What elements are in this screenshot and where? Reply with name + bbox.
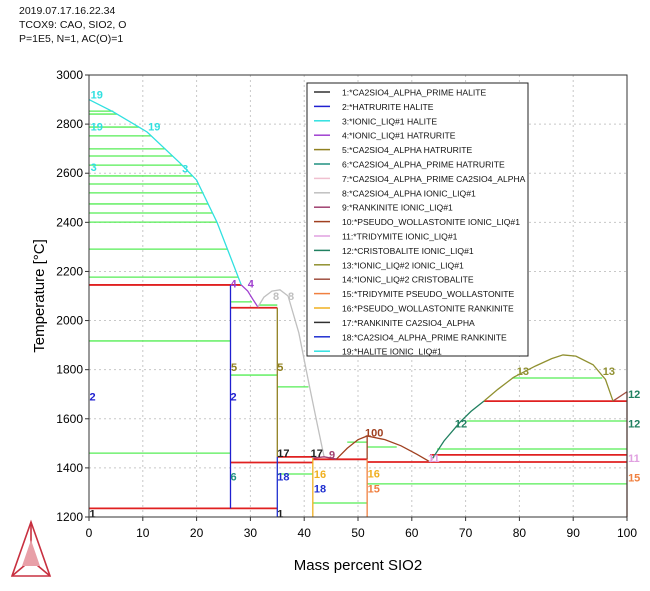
phase-boundary-12: [432, 400, 485, 459]
legend-entry: 13:*IONIC_LIQ#2 IONIC_LIQ#1: [342, 260, 464, 270]
curve-label: 3: [91, 162, 97, 174]
phase-boundary-19: [88, 98, 242, 286]
y-tick-label: 2200: [56, 264, 83, 278]
system-label: TCOX9: CAO, SIO2, O: [19, 19, 127, 31]
y-tick-label: 1400: [56, 461, 83, 475]
x-tick-label: 20: [190, 526, 204, 540]
legend-entry: 18:*CA2SIO4_ALPHA_PRIME RANKINITE: [342, 332, 507, 342]
legend-entry: 12:*CRISTOBALITE IONIC_LIQ#1: [342, 246, 474, 256]
y-tick-label: 2000: [56, 314, 83, 328]
curve-label: 4: [230, 279, 237, 291]
legend-entry: 10:*PSEUDO_WOLLASTONITE IONIC_LIQ#1: [342, 217, 520, 227]
phase-boundary-9: [312, 456, 337, 460]
phase-boundary-8: [257, 289, 325, 457]
curve-label: 16: [368, 468, 380, 480]
curve-label: 15: [368, 483, 380, 495]
x-tick-label: 70: [459, 526, 473, 540]
legend-entry: 3:*IONIC_LIQ#1 HALITE: [342, 116, 437, 126]
x-tick-label: 80: [513, 526, 527, 540]
curve-label: 18: [314, 483, 326, 495]
curve-label: 2: [230, 392, 236, 404]
legend-entry: 9:*RANKINITE IONIC_LIQ#1: [342, 203, 453, 213]
curve-label: 5: [277, 362, 283, 374]
curve-label: 13: [517, 366, 529, 378]
phase-boundary-14: [612, 391, 628, 402]
curve-label: 13: [603, 366, 615, 378]
curve-label: 12: [628, 389, 640, 401]
curve-label: 18: [277, 471, 289, 483]
curve-label: 100: [365, 427, 383, 439]
curve-label: 2: [90, 392, 96, 404]
curve-label: 12: [455, 419, 467, 431]
phase-boundary-10: [336, 435, 431, 463]
x-tick-label: 100: [617, 526, 637, 540]
curve-label: 17: [311, 448, 323, 460]
conditions-label: P=1E5, N=1, AC(O)=1: [19, 33, 124, 45]
tie-lines: [89, 110, 627, 504]
curve-label: 9: [329, 449, 335, 461]
curve-label: 4: [248, 279, 255, 291]
curve-label: 5: [231, 362, 237, 374]
thermocalc-logo: [10, 519, 52, 577]
legend-entry: 15:*TRIDYMITE PSEUDO_WOLLASTONITE: [342, 289, 514, 299]
curve-label: 11: [428, 453, 440, 465]
legend-entry: 2:*HATRURITE HALITE: [342, 102, 434, 112]
legend-entry: 17:*RANKINITE CA2SIO4_ALPHA: [342, 318, 475, 328]
y-tick-label: 2800: [56, 117, 83, 131]
curve-label: 11: [628, 453, 640, 465]
x-tick-label: 30: [244, 526, 258, 540]
x-axis-title: Mass percent SIO2: [294, 557, 422, 574]
legend-entry: 6:*CA2SIO4_ALPHA_PRIME HATRURITE: [342, 160, 505, 170]
x-tick-label: 40: [298, 526, 312, 540]
y-axis-title: Temperature [°C]: [31, 239, 48, 353]
curve-label: 17: [277, 448, 289, 460]
axis-ticks: 0 10 20 30 40 50 60 70 80 90 100 1200 1400 1600 1800 20…: [56, 68, 637, 540]
timestamp: 2019.07.17.16.22.34: [19, 5, 116, 17]
legend-entry: 7:*CA2SIO4_ALPHA_PRIME CA2SIO4_ALPHA: [342, 174, 526, 184]
legend-entry: 14:*IONIC_LIQ#2 CRISTOBALITE: [342, 275, 474, 285]
y-tick-label: 1800: [56, 363, 83, 377]
curve-label: 8: [288, 291, 294, 303]
y-tick-label: 1600: [56, 412, 83, 426]
legend-entry: 11:*TRIDYMITE IONIC_LIQ#1: [342, 232, 458, 242]
x-tick-label: 0: [86, 526, 93, 540]
curve-label: 19: [91, 122, 103, 134]
curve-label: 16: [314, 469, 326, 481]
y-tick-label: 2600: [56, 166, 83, 180]
x-tick-label: 10: [136, 526, 150, 540]
phase-boundary-13: [483, 354, 614, 402]
curve-label: 1: [90, 508, 96, 520]
curve-label: 6: [230, 471, 236, 483]
legend-entry: 1:*CA2SIO4_ALPHA_PRIME HALITE: [342, 88, 487, 98]
y-tick-label: 3000: [56, 68, 83, 82]
legend: 1:*CA2SIO4_ALPHA_PRIME HALITE 2:*HATRURIT…: [306, 82, 529, 357]
legend-entry: 16:*PSEUDO_WOLLASTONITE RANKINITE: [342, 304, 514, 314]
legend-entry: 5:*CA2SIO4_ALPHA HATRURITE: [342, 145, 472, 155]
curve-label: 19: [91, 90, 103, 102]
curve-label: 15: [628, 473, 640, 485]
phase-boundary-4: [240, 284, 259, 308]
x-tick-label: 60: [405, 526, 419, 540]
x-tick-label: 50: [351, 526, 365, 540]
curve-label: 1: [277, 508, 283, 520]
legend-entry: 4:*IONIC_LIQ#1 HATRURITE: [342, 131, 456, 141]
curve-label: 3: [182, 163, 188, 175]
legend-entry: 19:*HALITE IONIC_LIQ#1: [342, 347, 442, 357]
legend-box: [306, 82, 529, 357]
legend-entry: 8:*CA2SIO4_ALPHA IONIC_LIQ#1: [342, 188, 476, 198]
y-tick-label: 2400: [56, 215, 83, 229]
curve-label: 8: [273, 291, 279, 303]
x-tick-label: 90: [567, 526, 581, 540]
curve-label: 12: [628, 419, 640, 431]
invariant-lines: [89, 284, 627, 510]
y-tick-label: 1200: [56, 510, 83, 524]
curve-label: 19: [148, 122, 160, 134]
